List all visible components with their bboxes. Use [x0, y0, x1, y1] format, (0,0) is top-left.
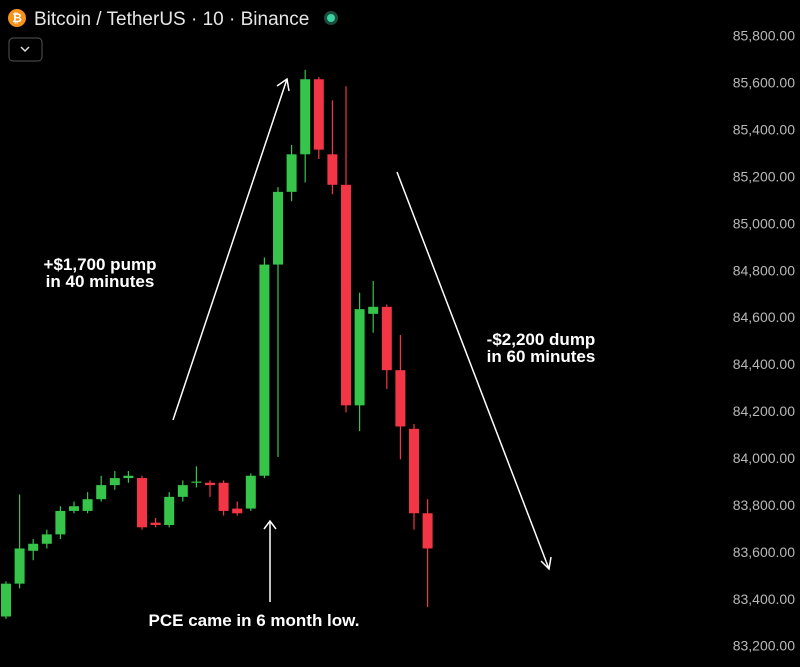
candle-body: [354, 309, 365, 406]
candle-body: [381, 306, 392, 371]
annotation: in 40 minutes: [46, 272, 155, 291]
dropdown-button[interactable]: [8, 37, 43, 62]
candle-body: [164, 496, 175, 525]
y-tick-label: 85,600.00: [733, 75, 795, 91]
candle-body: [177, 485, 188, 497]
arrows: [172, 77, 552, 602]
candle-body: [395, 370, 406, 427]
y-tick-label: 83,800.00: [733, 497, 795, 513]
candle-body: [82, 499, 93, 511]
y-tick-label: 83,200.00: [733, 638, 795, 654]
down-arrow: [396, 171, 550, 570]
candle-body: [313, 79, 324, 150]
annotation: in 60 minutes: [487, 347, 596, 366]
candle-body: [259, 264, 270, 476]
candle-body: [137, 478, 147, 528]
candle-body: [409, 428, 419, 514]
y-tick-label: 85,000.00: [733, 215, 795, 231]
candle-body: [341, 184, 351, 406]
candle-body: [300, 79, 311, 155]
candle-body: [218, 482, 229, 511]
candle-body: [41, 534, 52, 544]
annotation: PCE came in 6 month low.: [149, 611, 360, 630]
annotation: +$1,700 pump: [44, 255, 157, 274]
y-tick-label: 84,200.00: [733, 403, 795, 419]
down-arrow-head: [540, 556, 552, 571]
y-tick-label: 85,200.00: [733, 168, 795, 184]
candle-body: [232, 508, 243, 514]
y-tick-label: 84,800.00: [733, 262, 795, 278]
y-tick-label: 83,400.00: [733, 591, 795, 607]
coin-icon: [8, 9, 26, 27]
annotation: -$2,200 dump: [487, 330, 596, 349]
event-arrow-head: [263, 519, 277, 530]
candle-body: [286, 154, 297, 192]
candle-body: [96, 485, 107, 500]
candle-body: [327, 154, 338, 185]
candle-body: [422, 513, 433, 549]
candle-body: [109, 478, 120, 486]
candle-body: [55, 510, 66, 535]
chart-title: Bitcoin / TetherUS · 10 · Binance: [34, 9, 309, 30]
y-tick-label: 84,400.00: [733, 356, 795, 372]
candle-body: [123, 475, 134, 479]
y-tick-label: 83,600.00: [733, 544, 795, 560]
candle-body: [273, 191, 283, 265]
dropdown-chevron: [20, 46, 30, 53]
up-arrow: [172, 78, 288, 421]
candle-body: [368, 306, 379, 314]
y-tick-label: 84,000.00: [733, 450, 795, 466]
coin-symbol: ₿: [12, 11, 22, 25]
candle-body: [1, 583, 11, 617]
candle-body: [205, 482, 215, 486]
candle-body: [245, 475, 256, 509]
candle-body: [191, 481, 202, 483]
status-dot: [327, 14, 335, 22]
up-arrow-head: [276, 77, 290, 92]
candle-body: [28, 543, 39, 551]
candle-body: [69, 506, 79, 511]
y-tick-label: 85,800.00: [733, 28, 795, 44]
candle-body: [14, 548, 25, 584]
y-tick-label: 84,600.00: [733, 309, 795, 325]
y-tick-label: 85,400.00: [733, 122, 795, 138]
candle-body: [150, 522, 161, 525]
